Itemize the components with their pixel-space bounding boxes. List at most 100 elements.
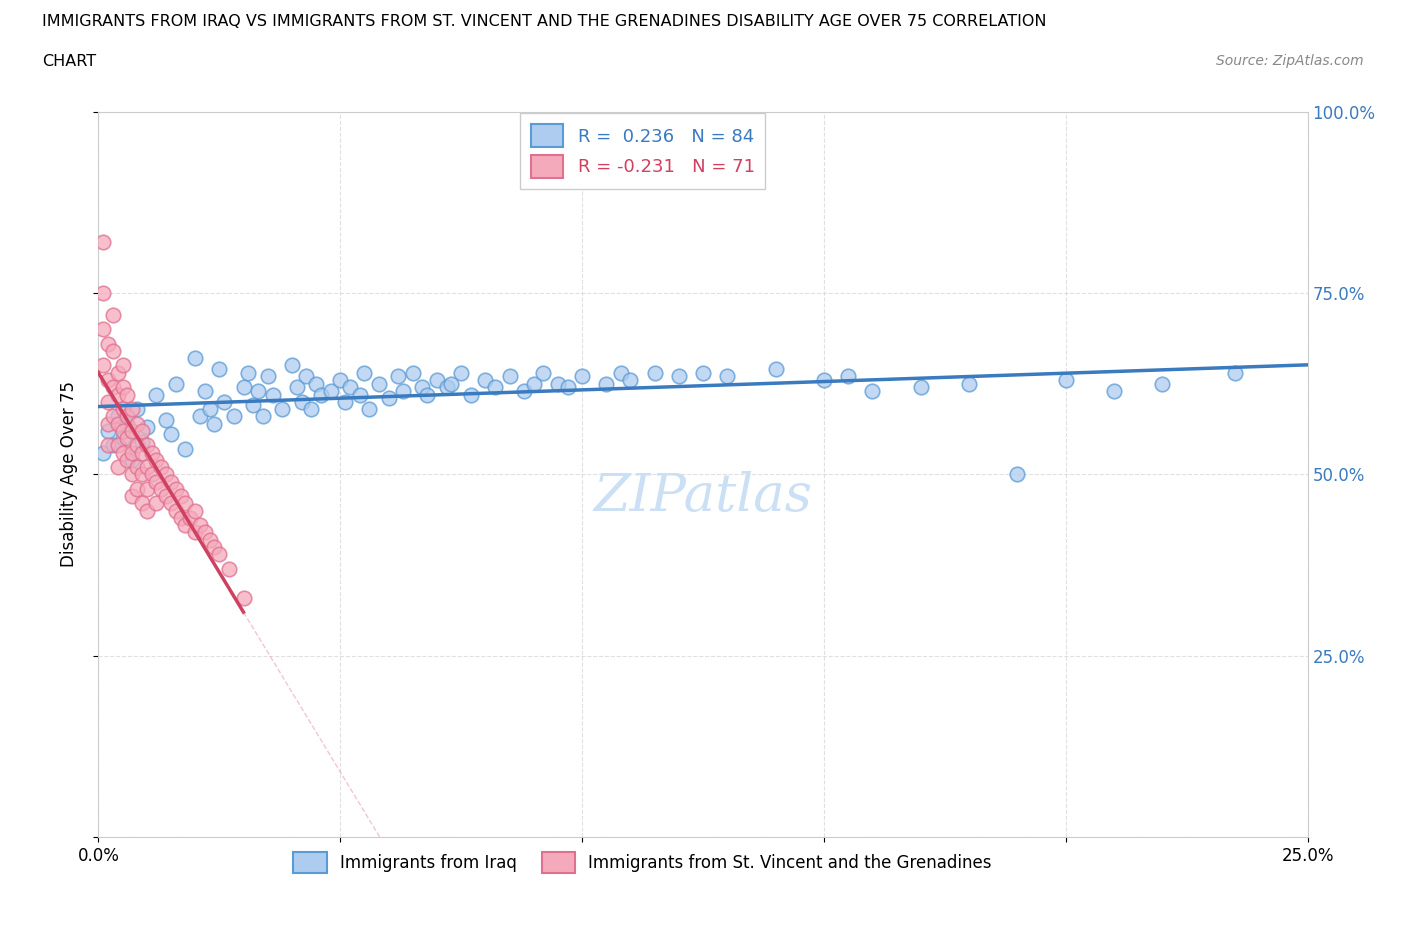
Point xyxy=(97,438,120,453)
Point xyxy=(111,402,134,417)
Point xyxy=(1007,467,1029,482)
Point xyxy=(101,409,124,424)
Point xyxy=(155,488,177,503)
Point xyxy=(184,351,207,365)
Point xyxy=(232,591,254,605)
Point xyxy=(860,383,883,398)
Point xyxy=(101,379,124,394)
Point xyxy=(135,459,157,474)
Point xyxy=(716,369,738,384)
Point xyxy=(121,423,143,438)
Point xyxy=(150,482,173,497)
Text: IMMIGRANTS FROM IRAQ VS IMMIGRANTS FROM ST. VINCENT AND THE GRENADINES DISABILIT: IMMIGRANTS FROM IRAQ VS IMMIGRANTS FROM … xyxy=(42,14,1046,29)
Y-axis label: Disability Age Over 75: Disability Age Over 75 xyxy=(59,381,77,567)
Point xyxy=(155,413,177,428)
Point xyxy=(377,391,399,405)
Point xyxy=(281,358,304,373)
Point xyxy=(1152,377,1174,392)
Point xyxy=(368,377,391,392)
Point xyxy=(117,431,139,445)
Point xyxy=(169,511,191,525)
Point xyxy=(333,394,356,409)
Point xyxy=(174,442,197,457)
Point xyxy=(610,365,633,380)
Point xyxy=(184,503,207,518)
Point xyxy=(194,383,217,398)
Point xyxy=(111,445,134,460)
Point xyxy=(188,409,211,424)
Point xyxy=(426,373,449,388)
Point xyxy=(107,438,129,453)
Point xyxy=(329,373,352,388)
Point xyxy=(813,373,835,388)
Point xyxy=(111,431,134,445)
Point xyxy=(135,503,157,518)
Point xyxy=(121,452,143,467)
Point xyxy=(107,365,129,380)
Point xyxy=(101,438,124,453)
Point xyxy=(91,234,114,249)
Point xyxy=(247,383,270,398)
Point xyxy=(359,402,381,417)
Point xyxy=(242,398,264,413)
Point xyxy=(208,362,231,377)
Point xyxy=(692,365,714,380)
Point xyxy=(97,373,120,388)
Point xyxy=(131,423,153,438)
Point xyxy=(97,416,120,431)
Point xyxy=(141,467,163,482)
Point xyxy=(204,539,226,554)
Point xyxy=(305,377,328,392)
Point xyxy=(174,496,197,511)
Point xyxy=(957,377,980,392)
Point xyxy=(271,402,294,417)
Point xyxy=(198,532,221,547)
Point xyxy=(121,445,143,460)
Point xyxy=(169,488,191,503)
Point xyxy=(910,379,932,394)
Point xyxy=(498,369,520,384)
Point xyxy=(117,387,139,402)
Point xyxy=(436,379,458,394)
Point xyxy=(107,459,129,474)
Point xyxy=(523,377,546,392)
Point xyxy=(194,525,217,539)
Point xyxy=(127,459,149,474)
Point xyxy=(595,377,617,392)
Point xyxy=(111,423,134,438)
Point xyxy=(571,369,593,384)
Point xyxy=(484,379,506,394)
Point xyxy=(222,409,245,424)
Point xyxy=(295,369,318,384)
Point xyxy=(121,402,143,417)
Point xyxy=(127,402,149,417)
Point xyxy=(290,394,312,409)
Point xyxy=(174,518,197,533)
Point xyxy=(547,377,569,392)
Point xyxy=(165,377,187,392)
Point xyxy=(135,482,157,497)
Point xyxy=(127,416,149,431)
Point xyxy=(145,387,167,402)
Point xyxy=(117,416,139,431)
Point xyxy=(127,482,149,497)
Point xyxy=(91,322,114,337)
Point xyxy=(107,409,129,424)
Point xyxy=(218,561,240,576)
Point xyxy=(97,394,120,409)
Point xyxy=(392,383,415,398)
Point xyxy=(131,445,153,460)
Point xyxy=(1223,365,1246,380)
Point xyxy=(349,387,371,402)
Point xyxy=(117,409,139,424)
Point xyxy=(155,467,177,482)
Point xyxy=(188,518,211,533)
Point xyxy=(131,496,153,511)
Legend: Immigrants from Iraq, Immigrants from St. Vincent and the Grenadines: Immigrants from Iraq, Immigrants from St… xyxy=(287,845,998,880)
Point xyxy=(668,369,690,384)
Point xyxy=(97,423,120,438)
Point xyxy=(319,383,342,398)
Point xyxy=(160,496,183,511)
Point xyxy=(339,379,361,394)
Point xyxy=(160,474,183,489)
